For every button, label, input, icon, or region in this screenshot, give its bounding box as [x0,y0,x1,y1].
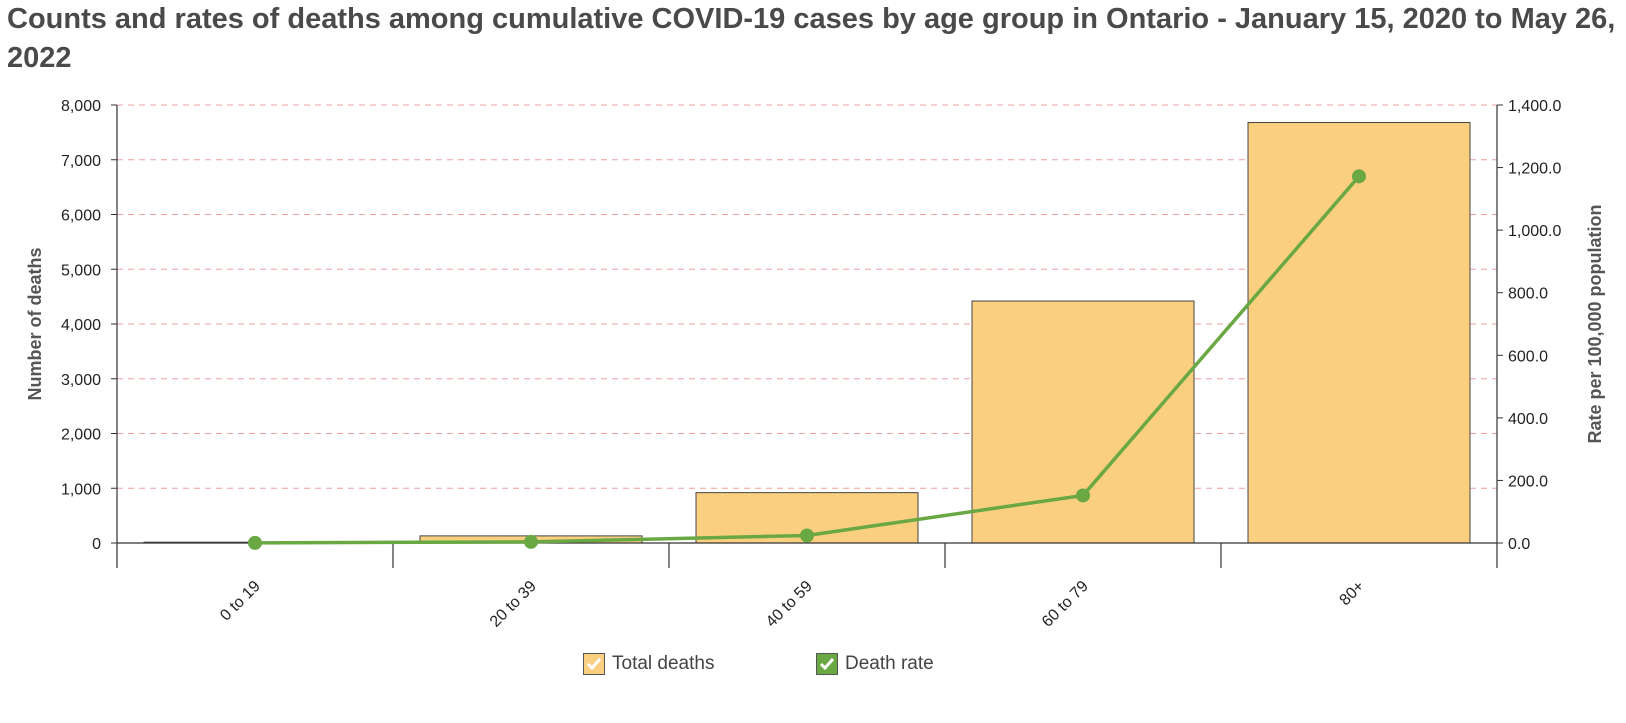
legend-swatch-total-deaths [583,653,605,675]
legend: Total deaths Death rate [0,653,1626,683]
y-tick-label: 1,000 [61,481,101,498]
death-rate-point [800,528,814,543]
y2-tick-label: 200.0 [1508,473,1548,490]
y-tick-label: 7,000 [61,153,101,170]
y2-tick-label: 800.0 [1508,286,1548,303]
check-icon [819,658,835,671]
y-tick-label: 2,000 [61,427,101,444]
death-rate-point [524,534,538,549]
legend-label-death-rate: Death rate [845,653,934,674]
legend-label-total-deaths: Total deaths [612,653,715,674]
y2-axis-title: Rate per 100,000 population [1585,204,1605,443]
y-axis-title: Number of deaths [25,247,45,400]
x-tick-label: 60 to 79 [1039,578,1092,631]
x-tick-label: 40 to 59 [763,578,816,631]
death-rate-point [248,535,262,550]
y-tick-label: 4,000 [61,317,101,334]
death-rate-point [1076,488,1090,503]
y2-tick-label: 400.0 [1508,411,1548,428]
death-rate-point [1352,169,1366,184]
y-tick-label: 3,000 [61,372,101,389]
legend-item-total-deaths[interactable]: Total deaths [583,653,714,675]
legend-item-death-rate[interactable]: Death rate [816,653,934,675]
y-tick-label: 5,000 [61,262,101,279]
check-icon [586,658,602,671]
bar [1247,122,1471,544]
bar [971,300,1195,544]
x-tick-label: 0 to 19 [217,578,264,625]
x-tick-label: 20 to 39 [487,578,540,631]
chart-title: Counts and rates of deaths among cumulat… [7,3,1616,74]
x-tick-label: 80+ [1337,578,1368,609]
legend-swatch-death-rate [816,653,838,675]
y2-tick-label: 1,400.0 [1508,98,1561,115]
y2-tick-label: 600.0 [1508,348,1548,365]
y-tick-label: 0 [92,536,101,553]
y-tick-label: 6,000 [61,208,101,225]
y2-tick-label: 1,200.0 [1508,161,1561,178]
y-tick-label: 8,000 [61,98,101,115]
y2-tick-label: 1,000.0 [1508,223,1561,240]
y2-tick-label: 0.0 [1508,536,1530,553]
